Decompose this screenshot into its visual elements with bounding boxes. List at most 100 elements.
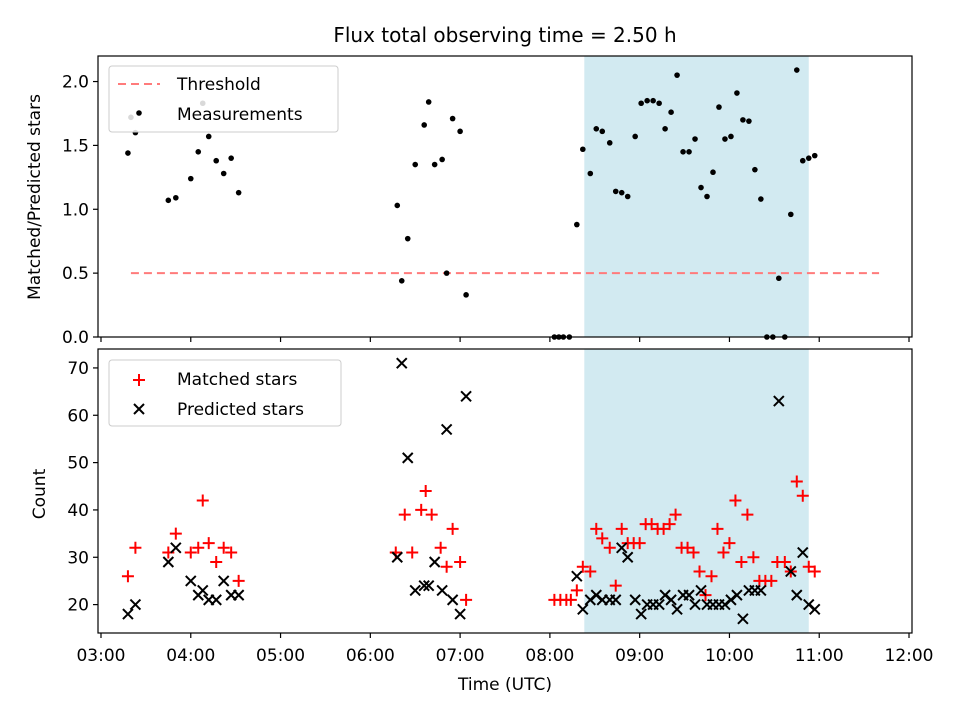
matched-star-point (584, 565, 597, 578)
measurement-point (644, 97, 650, 104)
plot-frame-bottom (97, 348, 913, 634)
predicted-star-point (122, 608, 134, 620)
measurement-point (439, 156, 445, 163)
predicted-star-point (629, 594, 641, 606)
matched-star-point (729, 494, 742, 507)
y-axis-label-top: Matched/Predicted stars (25, 94, 45, 300)
x-axis-label: Time (UTC) (457, 675, 552, 695)
matched-star-point (711, 522, 724, 535)
measurement-point (716, 104, 722, 110)
matched-star-point (398, 508, 411, 521)
measurement-point (606, 140, 613, 146)
measurement-point (394, 202, 401, 209)
matched-star-point (419, 485, 432, 497)
y-tick-label: 1.0 (62, 200, 89, 220)
y-tick-label: 70 (67, 359, 89, 379)
x-tick-label: 03:00 (76, 646, 125, 666)
matched-star-point (609, 579, 622, 592)
measurement-point (173, 194, 179, 201)
measurement-point (776, 275, 782, 282)
measurement-point (612, 188, 619, 195)
matched-star-point (603, 541, 616, 554)
predicted-star-point (773, 395, 785, 407)
y-tick-label: 20 (67, 596, 89, 616)
predicted-star-point (616, 542, 628, 554)
measurement-point (793, 67, 800, 73)
legend-threshold-label: Threshold (176, 75, 261, 95)
measurement-point (574, 221, 580, 228)
plot-frame-top (97, 55, 913, 338)
matched-star-point (225, 546, 238, 559)
x-tick-label: 10:00 (705, 646, 754, 666)
measurement-point (205, 133, 212, 140)
predicted-star-point (785, 565, 797, 578)
y-tick-label: 0.5 (62, 264, 89, 284)
y-axis-ticks-top: 0.0 0.5 1.0 1.5 2.0 (62, 73, 98, 348)
x-tick-label: 08:00 (525, 646, 574, 666)
measurement-point (412, 161, 419, 168)
predicted-star-point (428, 556, 441, 568)
matched-star-point (723, 537, 736, 550)
matched-star-point (210, 556, 223, 568)
measurement-point (638, 100, 644, 107)
measurement-point (799, 157, 806, 164)
y-tick-label: 50 (67, 454, 89, 474)
matched-star-point (615, 522, 628, 535)
measurement-point (421, 122, 427, 128)
matched-star-point (596, 532, 609, 545)
predicted-star-point (210, 594, 222, 606)
matched-star-point (454, 556, 467, 568)
predicted-stars-points (122, 357, 821, 625)
predicted-star-point (446, 594, 459, 606)
predicted-star-point (460, 390, 472, 403)
measurement-point (674, 72, 680, 78)
predicted-star-point (402, 452, 414, 464)
y-tick-label: 40 (67, 501, 89, 521)
measurement-point (787, 211, 794, 218)
legend-measurement-swatch (136, 110, 142, 116)
measurement-point (443, 270, 450, 276)
legend-matched-swatch (133, 374, 145, 386)
matched-star-point (406, 546, 419, 559)
predicted-star-point (396, 357, 408, 369)
matched-star-point (693, 565, 706, 578)
predicted-star-point (695, 584, 707, 597)
matched-star-point (184, 546, 197, 559)
measurement-point (599, 128, 606, 135)
x-tick-label: 06:00 (346, 646, 395, 666)
legend-box-bottom (108, 359, 342, 427)
measurement-point (686, 148, 692, 155)
matched-star-point (217, 541, 230, 554)
measurement-point (195, 148, 202, 155)
predicted-star-point (571, 570, 583, 582)
observing-window-highlight (584, 56, 809, 337)
matched-star-point (169, 527, 182, 540)
matched-star-point (570, 584, 583, 597)
measurement-point (624, 193, 631, 200)
measurement-point (722, 136, 728, 142)
measurement-point (811, 152, 818, 159)
matched-star-point (415, 503, 428, 516)
predicted-star-point (791, 589, 803, 601)
ratio-panel: 0.00.51.01.52.0 Matched/Predicted stars … (25, 55, 913, 348)
matched-star-point (717, 546, 730, 559)
measurement-point (650, 97, 656, 104)
matched-star-point (202, 537, 215, 550)
predicted-star-point (671, 603, 683, 616)
matched-star-point (765, 574, 778, 587)
measurement-point (758, 196, 764, 202)
predicted-star-point (162, 556, 175, 568)
matched-star-point (778, 556, 791, 568)
y-tick-label: 2.0 (62, 73, 89, 93)
matched-star-point (446, 522, 459, 535)
predicted-star-point (409, 584, 421, 597)
predicted-star-point (418, 579, 430, 592)
measurement-point (125, 150, 131, 156)
predicted-star-point (422, 579, 435, 592)
matched-star-point (192, 541, 205, 554)
measurement-point (431, 161, 438, 168)
predicted-star-point (577, 603, 589, 616)
measurement-point (580, 146, 586, 153)
predicted-star-point (217, 575, 230, 587)
